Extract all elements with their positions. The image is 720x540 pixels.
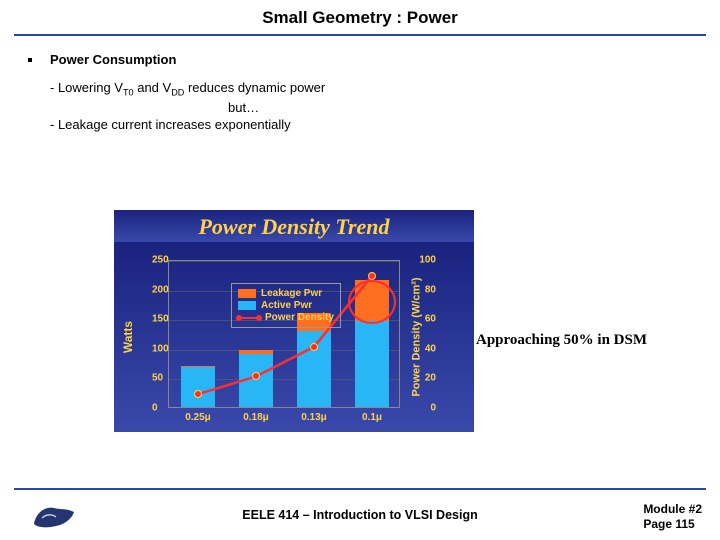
right-axis-label: Power Density (W/cm²)	[410, 277, 422, 396]
density-point	[368, 272, 376, 280]
x-label: 0.25μ	[168, 412, 228, 423]
footer-module: Module #2	[643, 502, 702, 517]
right-tick: 20	[425, 373, 436, 384]
slide-title: Small Geometry : Power	[0, 0, 720, 34]
density-point	[310, 343, 318, 351]
left-tick: 200	[152, 284, 169, 295]
body-line-1: - Lowering VT0 and VDD reduces dynamic p…	[50, 79, 692, 99]
content-area: Power Consumption - Lowering VT0 and VDD…	[0, 36, 720, 134]
body-line-2: - Leakage current increases exponentiall…	[50, 116, 692, 134]
line1-pre: - Lowering V	[50, 80, 123, 95]
footer: EELE 414 – Introduction to VLSI Design M…	[0, 494, 720, 540]
left-tick: 250	[152, 255, 169, 266]
density-point	[252, 372, 260, 380]
left-tick: 100	[152, 343, 169, 354]
right-tick: 80	[425, 284, 436, 295]
footer-page: Page 115	[643, 517, 702, 532]
footer-course: EELE 414 – Introduction to VLSI Design	[0, 508, 720, 522]
bullet-icon	[28, 58, 32, 62]
chart-plot: Watts Power Density (W/cm²) 0.25μ0.18μ0.…	[114, 242, 474, 432]
right-tick: 0	[430, 403, 436, 414]
right-tick: 60	[425, 314, 436, 325]
footer-rule	[14, 488, 706, 490]
plot-area: 0.25μ0.18μ0.13μ0.1μLeakage PwrActive Pwr…	[168, 260, 400, 408]
legend-label: Power Density	[265, 312, 334, 323]
legend-swatch	[238, 289, 256, 298]
chart-legend: Leakage PwrActive PwrPower Density	[231, 283, 341, 328]
line1-post: reduces dynamic power	[184, 80, 325, 95]
body-line-but: but…	[228, 99, 692, 117]
legend-item: Active Pwr	[238, 300, 334, 311]
chart-annotation: Approaching 50% in DSM	[476, 332, 647, 349]
left-tick: 0	[152, 403, 158, 414]
x-label: 0.13μ	[284, 412, 344, 423]
legend-item: Power Density	[238, 312, 334, 323]
chart-title: Power Density Trend	[114, 210, 474, 242]
line1-sub2: DD	[171, 88, 184, 98]
legend-label: Active Pwr	[261, 300, 312, 311]
legend-item: Leakage Pwr	[238, 288, 334, 299]
section-heading-text: Power Consumption	[50, 52, 176, 67]
legend-label: Leakage Pwr	[261, 288, 322, 299]
x-label: 0.18μ	[226, 412, 286, 423]
legend-line-icon	[238, 317, 260, 319]
section-heading: Power Consumption	[28, 52, 692, 67]
x-label: 0.1μ	[342, 412, 402, 423]
left-axis-label: Watts	[121, 321, 135, 353]
left-tick: 50	[152, 373, 163, 384]
footer-meta: Module #2 Page 115	[643, 502, 702, 532]
power-density-chart: Power Density Trend Watts Power Density …	[114, 210, 474, 432]
legend-swatch	[238, 301, 256, 310]
density-point	[194, 390, 202, 398]
line1-mid: and V	[134, 80, 172, 95]
right-tick: 40	[425, 343, 436, 354]
left-tick: 150	[152, 314, 169, 325]
line1-sub1: T0	[123, 88, 134, 98]
right-tick: 100	[419, 255, 436, 266]
